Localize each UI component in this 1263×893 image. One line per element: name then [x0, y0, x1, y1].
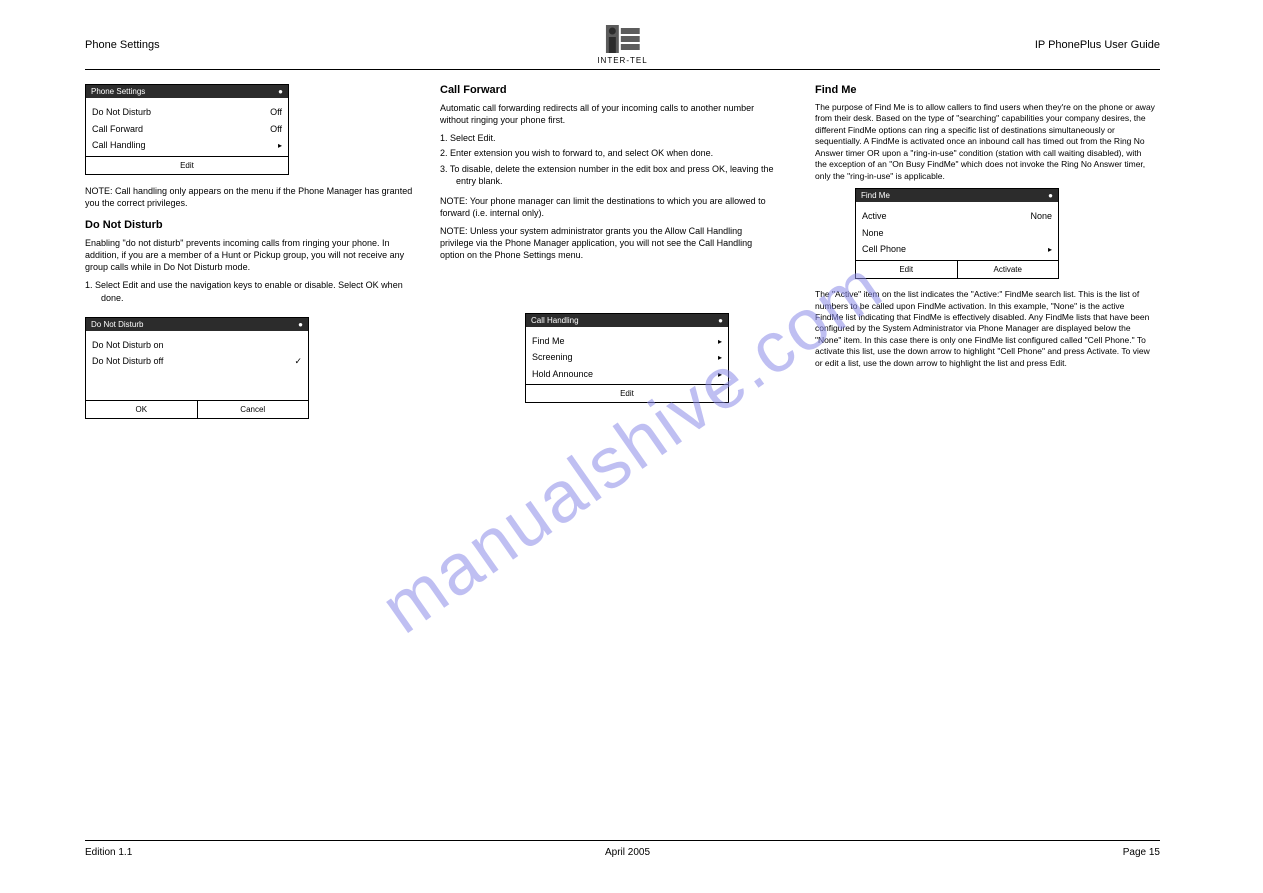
screen-row: Find Me: [532, 333, 722, 350]
row-label: Find Me: [532, 335, 565, 348]
screen-title: Find Me: [861, 191, 890, 200]
section-title-dnd: Do Not Disturb: [85, 219, 420, 231]
screen-icon: ●: [278, 87, 283, 96]
screen-title: Phone Settings: [91, 87, 145, 96]
arrow-icon: [278, 139, 282, 152]
screen-phone-settings: Phone Settings ● Do Not Disturb Off Call…: [85, 84, 289, 175]
footer-right: Page 15: [1123, 847, 1160, 858]
screen-row: Active None: [862, 208, 1052, 225]
footer-left: Edition 1.1: [85, 847, 132, 858]
screen-row: Do Not Disturb on: [92, 337, 302, 354]
screen-call-handling: Call Handling ● Find Me Screening Hold A…: [525, 313, 729, 404]
screen-header: Phone Settings ●: [86, 85, 288, 98]
screen-icon: ●: [718, 316, 723, 325]
body-text: The "Active" item on the list indicates …: [815, 289, 1155, 369]
row-value: Off: [270, 123, 282, 136]
row-label: Call Handling: [92, 139, 146, 152]
row-label: Do Not Disturb: [92, 106, 151, 119]
screen-body: Active None None Cell Phone: [856, 202, 1058, 260]
softkey-cancel[interactable]: Cancel: [197, 401, 309, 418]
screen-findme: Find Me ● Active None None Cell Phone: [855, 188, 1059, 279]
softkey-edit[interactable]: Edit: [86, 157, 288, 174]
screen-row: Call Forward Off: [92, 121, 282, 138]
header-center: INTER-TEL: [597, 25, 647, 65]
page: Phone Settings INTER-TEL IP PhonePlus Us…: [85, 20, 1160, 830]
body-text: Automatic call forwarding redirects all …: [440, 102, 775, 126]
screen-footer: Edit: [86, 156, 288, 174]
softkey-ok[interactable]: OK: [86, 401, 197, 418]
note-text: NOTE: Unless your system administrator g…: [440, 225, 775, 261]
row-value: Off: [270, 106, 282, 119]
screen-row: Hold Announce: [532, 366, 722, 383]
column-middle: Call Forward Automatic call forwarding r…: [440, 70, 775, 403]
screen-row: Cell Phone: [862, 241, 1052, 258]
step-text: 1. Select Edit and use the navigation ke…: [85, 279, 420, 303]
section-title-callforward: Call Forward: [440, 84, 775, 96]
row-label: Do Not Disturb off: [92, 355, 163, 368]
arrow-icon: [1048, 243, 1052, 256]
screen-title: Do Not Disturb: [91, 320, 143, 329]
screen-header: Call Handling ●: [526, 314, 728, 327]
screen-header: Do Not Disturb ●: [86, 318, 308, 331]
page-header: Phone Settings INTER-TEL IP PhonePlus Us…: [85, 20, 1160, 70]
note-text: NOTE: Your phone manager can limit the d…: [440, 195, 775, 219]
content: Phone Settings ● Do Not Disturb Off Call…: [85, 70, 1160, 830]
header-right-text: IP PhonePlus User Guide: [1035, 39, 1160, 51]
screen-body: Do Not Disturb on Do Not Disturb off ✓: [86, 331, 308, 400]
screen-row: Screening: [532, 349, 722, 366]
logo-text: INTER-TEL: [597, 56, 647, 65]
screen-row: Call Handling: [92, 137, 282, 154]
screen-footer: Edit Activate: [856, 260, 1058, 278]
body-text: Enabling "do not disturb" prevents incom…: [85, 237, 420, 273]
row-label: Do Not Disturb on: [92, 339, 164, 352]
screen-dnd: Do Not Disturb ● Do Not Disturb on Do No…: [85, 317, 309, 419]
header-left-text: Phone Settings: [85, 39, 160, 51]
screen-footer: Edit: [526, 384, 728, 402]
screen-row: Do Not Disturb Off: [92, 104, 282, 121]
screen-body: Find Me Screening Hold Announce: [526, 327, 728, 385]
softkey-activate[interactable]: Activate: [957, 261, 1059, 278]
screen-row: Do Not Disturb off ✓: [92, 353, 302, 370]
row-label: Screening: [532, 351, 573, 364]
arrow-icon: [718, 335, 722, 348]
note-text: NOTE: Call handling only appears on the …: [85, 185, 420, 209]
row-label: None: [862, 227, 884, 240]
screen-body: Do Not Disturb Off Call Forward Off Call…: [86, 98, 288, 156]
logo-icon: [606, 25, 640, 53]
screen-title: Call Handling: [531, 316, 579, 325]
softkey-edit[interactable]: Edit: [856, 261, 957, 278]
row-label: Hold Announce: [532, 368, 593, 381]
screen-header: Find Me ●: [856, 189, 1058, 202]
row-value: None: [1030, 210, 1052, 223]
column-left: Phone Settings ● Do Not Disturb Off Call…: [85, 70, 420, 419]
arrow-icon: [718, 368, 722, 381]
row-label: Active: [862, 210, 887, 223]
softkey-edit[interactable]: Edit: [526, 385, 728, 402]
screen-row: None: [862, 225, 1052, 242]
footer-center: April 2005: [605, 847, 650, 858]
row-label: Cell Phone: [862, 243, 906, 256]
body-text: The purpose of Find Me is to allow calle…: [815, 102, 1155, 182]
section-title-findme: Find Me: [815, 84, 1155, 96]
step-text: 2. Enter extension you wish to forward t…: [440, 147, 775, 159]
screen-footer: OK Cancel: [86, 400, 308, 418]
row-label: Call Forward: [92, 123, 143, 136]
column-right: Find Me The purpose of Find Me is to all…: [815, 70, 1155, 375]
row-value: ✓: [294, 355, 302, 368]
step-text: 3. To disable, delete the extension numb…: [440, 163, 775, 187]
screen-icon: ●: [1048, 191, 1053, 200]
page-footer: Edition 1.1 April 2005 Page 15: [85, 840, 1160, 858]
screen-icon: ●: [298, 320, 303, 329]
arrow-icon: [718, 351, 722, 364]
step-text: 1. Select Edit.: [440, 132, 775, 144]
